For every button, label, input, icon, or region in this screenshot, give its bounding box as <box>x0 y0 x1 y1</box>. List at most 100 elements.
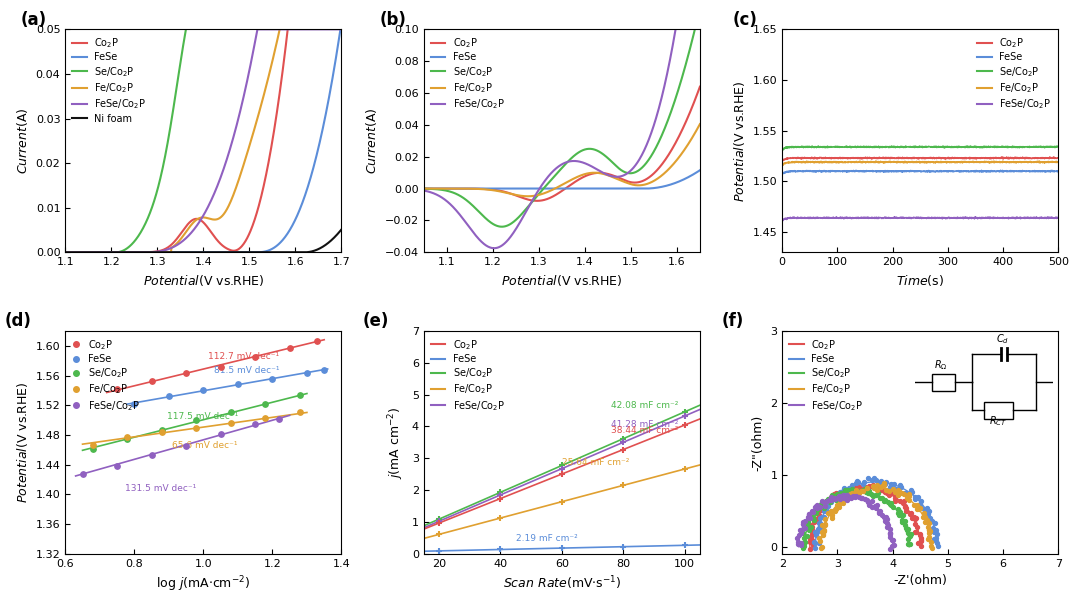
Point <box>864 502 881 512</box>
Point <box>922 537 940 547</box>
Point <box>856 482 874 491</box>
Point <box>281 343 298 353</box>
Point <box>676 420 693 430</box>
Point <box>798 522 815 531</box>
Point <box>813 543 831 552</box>
Point <box>553 464 570 474</box>
Point <box>849 490 866 500</box>
Point <box>881 532 899 541</box>
Point <box>890 490 907 500</box>
Text: (d): (d) <box>4 312 31 330</box>
Point <box>902 508 919 518</box>
Point <box>615 445 632 454</box>
Point <box>125 399 143 408</box>
Point <box>913 536 930 546</box>
Point <box>821 496 838 506</box>
Point <box>906 528 923 537</box>
Point <box>813 528 831 537</box>
Point <box>826 493 843 503</box>
Point <box>832 494 849 503</box>
Point <box>876 488 893 497</box>
Point <box>491 494 509 503</box>
Point <box>913 535 930 545</box>
Point <box>892 482 909 492</box>
Point <box>896 501 914 511</box>
Point <box>903 487 920 497</box>
Point <box>813 520 831 530</box>
Point <box>798 531 815 541</box>
Point <box>919 534 936 544</box>
Point <box>615 480 632 490</box>
Point <box>491 513 509 523</box>
Point <box>823 491 840 500</box>
Point <box>804 522 821 531</box>
Point <box>818 496 835 506</box>
Point <box>901 540 918 549</box>
Point <box>875 512 892 522</box>
Point <box>875 496 892 506</box>
Point <box>919 522 936 532</box>
Point <box>873 511 890 520</box>
Point <box>831 489 848 499</box>
Legend: Co$_2$P, FeSe, Se/Co$_2$P, Fe/Co$_2$P, FeSe/Co$_2$P: Co$_2$P, FeSe, Se/Co$_2$P, Fe/Co$_2$P, F… <box>787 336 865 414</box>
Point <box>833 490 850 500</box>
Point <box>882 500 900 510</box>
Point <box>809 514 826 523</box>
Point <box>912 499 929 509</box>
Point <box>885 479 902 488</box>
Point <box>897 489 915 499</box>
Point <box>920 525 937 534</box>
Point <box>921 526 939 535</box>
Point <box>901 531 918 541</box>
Point <box>815 526 833 535</box>
Point <box>801 509 819 519</box>
Point <box>892 481 909 491</box>
Point <box>872 485 889 495</box>
Point <box>823 506 840 515</box>
Point <box>859 483 876 493</box>
Point <box>848 487 865 497</box>
Text: (f): (f) <box>721 312 744 330</box>
Point <box>143 450 160 460</box>
Point <box>811 513 828 523</box>
Point <box>920 532 937 542</box>
Point <box>808 527 825 537</box>
Point <box>815 512 833 522</box>
Point <box>847 486 864 495</box>
Point <box>896 516 914 526</box>
Point <box>927 518 944 528</box>
Point <box>910 504 928 514</box>
Point <box>858 488 875 497</box>
Point <box>876 479 893 489</box>
Point <box>870 507 888 517</box>
Point <box>897 506 915 515</box>
Point <box>73 469 91 479</box>
Point <box>823 497 840 507</box>
Point <box>153 427 171 437</box>
Point <box>923 543 941 553</box>
Point <box>850 483 867 493</box>
Point <box>805 540 822 550</box>
Point <box>553 460 570 470</box>
Point <box>849 477 866 486</box>
Point <box>84 440 102 450</box>
Point <box>863 475 880 485</box>
Point <box>909 502 927 512</box>
Point <box>895 489 913 499</box>
Point <box>796 533 813 543</box>
Point <box>839 490 856 500</box>
Point <box>889 485 906 495</box>
Point <box>868 500 886 510</box>
Point <box>860 473 877 483</box>
Text: 131.5 mV dec⁻¹: 131.5 mV dec⁻¹ <box>125 484 197 492</box>
Point <box>894 499 912 508</box>
X-axis label: -Z'(ohm): -Z'(ohm) <box>893 574 947 587</box>
Point <box>907 527 924 537</box>
Point <box>873 481 890 491</box>
Point <box>847 492 864 502</box>
Point <box>842 485 860 494</box>
Point <box>832 499 849 508</box>
Point <box>868 503 886 513</box>
Point <box>816 505 834 514</box>
Point <box>827 488 845 498</box>
